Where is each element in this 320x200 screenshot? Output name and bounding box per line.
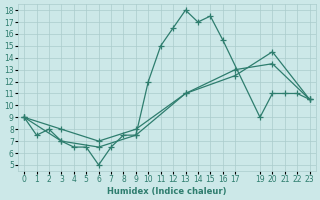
X-axis label: Humidex (Indice chaleur): Humidex (Indice chaleur)	[107, 187, 227, 196]
